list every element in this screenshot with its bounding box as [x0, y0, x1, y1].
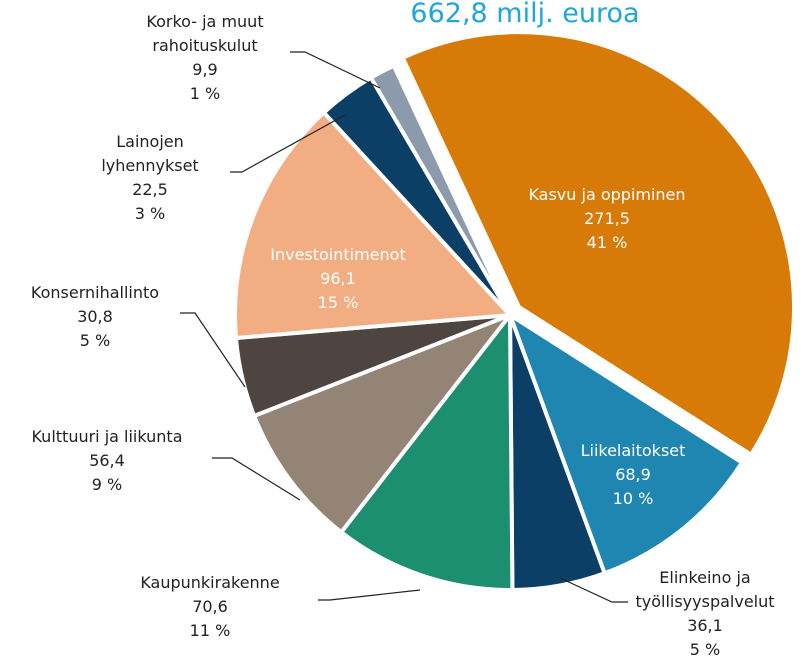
pie-slice	[508, 313, 745, 576]
pie-slice	[400, 30, 796, 457]
leader-line	[290, 51, 381, 89]
slice-label: Kulttuuri ja liikunta	[31, 427, 182, 446]
value-label: 96,1	[320, 269, 356, 288]
slice-label: Elinkeino ja työllisyyspalvelut	[635, 568, 774, 611]
leader-line	[318, 589, 421, 601]
leader-line	[559, 577, 628, 603]
percent-label: 5 %	[690, 640, 720, 659]
slice-label: Kaupunkirakenne	[140, 573, 279, 592]
percent-label: 9 %	[92, 475, 122, 494]
slice-label: Lainojen lyhennykset	[101, 132, 198, 175]
chart-title: 662,8 milj. euroa	[410, 0, 639, 29]
value-label: 9,9	[192, 60, 217, 79]
pie-slice	[368, 63, 512, 317]
slice-label: Korko- ja muut rahoituskulut	[146, 12, 263, 55]
percent-label: 11 %	[190, 621, 231, 640]
value-label: 30,8	[77, 307, 113, 326]
slice-label: Investointimenot	[270, 245, 406, 264]
leader-line	[180, 312, 246, 388]
percent-label: 5 %	[80, 331, 110, 350]
value-label: 271,5	[584, 209, 630, 228]
value-label: 36,1	[687, 616, 723, 635]
slice-label: Liikelaitokset	[581, 441, 686, 460]
value-label: 70,6	[192, 597, 228, 616]
value-label: 56,4	[89, 451, 125, 470]
leader-line	[212, 457, 301, 501]
value-label: 68,9	[615, 465, 651, 484]
percent-label: 15 %	[318, 293, 359, 312]
percent-label: 10 %	[613, 489, 654, 508]
pie-slice	[339, 313, 515, 592]
slice-label: Konsernihallinto	[31, 283, 159, 302]
percent-label: 1 %	[190, 84, 220, 103]
leader-line	[230, 114, 346, 173]
percent-label: 41 %	[587, 233, 628, 252]
value-label: 22,5	[132, 180, 168, 199]
slice-label: Kasvu ja oppiminen	[528, 185, 685, 204]
pie-slice	[233, 110, 512, 340]
pie-slice	[252, 313, 512, 535]
percent-label: 3 %	[135, 204, 165, 223]
